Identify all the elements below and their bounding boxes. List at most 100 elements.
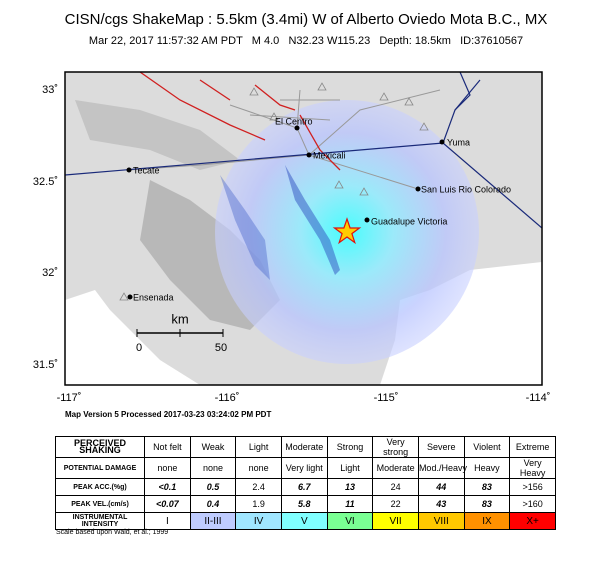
- lon-label: -114˚: [526, 392, 551, 404]
- city-dot: [439, 139, 445, 145]
- legend-row: PEAK ACC.(%g) <0.1 0.5 2.4 6.7 13 24 44 83 >156: [55, 478, 556, 496]
- city-label: Mexicali: [313, 150, 346, 160]
- legend-cell: I: [144, 512, 191, 530]
- lat-label: 33˚: [42, 84, 58, 96]
- legend-cell: II-III: [189, 512, 237, 530]
- epicenter: [332, 217, 362, 245]
- legend-cell: >156: [509, 478, 556, 496]
- row-label: INSTRUMENTAL INTENSITY: [55, 512, 145, 530]
- map-frame: [64, 71, 543, 386]
- legend-cell: X+: [509, 512, 556, 530]
- terrain: [75, 100, 240, 170]
- city-label: San Luis Rio Colorado: [421, 184, 511, 194]
- legend-cell: none: [189, 457, 237, 479]
- city-label: El Centro: [275, 116, 313, 126]
- legend-cell: 43: [417, 495, 465, 513]
- legend-row: PEAK VEL.(cm/s) <0.07 0.4 1.9 5.8 11 22 43 83 >16…: [55, 495, 556, 513]
- legend-cell: Heavy: [463, 457, 511, 479]
- legend-cell: Very Heavy: [509, 457, 556, 479]
- legend-cell: Not felt: [144, 436, 191, 458]
- city-dot: [294, 125, 300, 131]
- legend-cell: Light: [235, 436, 282, 458]
- pacific-ocean: [65, 290, 200, 385]
- legend-cell: VIII: [417, 512, 465, 530]
- row-label: POTENTIAL DAMAGE: [55, 457, 145, 479]
- map-version: Map Version 5 Processed 2017-03-23 03:24…: [65, 410, 271, 419]
- terrain: [285, 165, 340, 275]
- legend-cell: none: [144, 457, 191, 479]
- city-label: Ensenada: [133, 292, 174, 302]
- intensity-legend: PERCEIVED SHAKING Not felt Weak Light Modera…: [55, 436, 556, 530]
- legend-cell: 0.5: [189, 478, 237, 496]
- map-area: El Centro Mexicali Yuma Tecate San Luis …: [65, 72, 542, 385]
- city-label: Guadalupe Victoria: [371, 216, 447, 226]
- legend-cell: Mod./Heavy: [417, 457, 467, 479]
- lat-label: 32.5˚: [33, 176, 58, 188]
- legend-cell: 11: [326, 495, 374, 513]
- legend-cell: Weak: [189, 436, 237, 458]
- legend-cell: 22: [372, 495, 419, 513]
- legend-cell: none: [235, 457, 282, 479]
- scale-end: 50: [215, 342, 227, 354]
- scale-start: 0: [136, 342, 142, 354]
- city-label: Yuma: [447, 137, 470, 147]
- map-figure: CISN/cgs ShakeMap : 5.5km (3.4mi) W of A…: [33, 11, 551, 419]
- row-label: PERCEIVED SHAKING: [55, 436, 145, 458]
- city-dot: [127, 294, 133, 300]
- legend-cell: 0.4: [189, 495, 237, 513]
- legend-cell: VII: [372, 512, 419, 530]
- legend-row: PERCEIVED SHAKING Not felt Weak Light Modera…: [55, 436, 556, 458]
- faults: [139, 72, 341, 171]
- legend-cell: Severe: [417, 436, 465, 458]
- scale-bar: km 0 50: [136, 311, 227, 353]
- legend-cell: 24: [372, 478, 419, 496]
- places: El Centro Mexicali Yuma Tecate San Luis …: [126, 116, 511, 302]
- row-label: PEAK VEL.(cm/s): [55, 495, 145, 513]
- lat-labels: 33˚ 32.5˚ 32˚ 31.5˚: [33, 84, 58, 371]
- footnote: Scale based upon Wald, et al.; 1999: [56, 529, 169, 536]
- city-dot: [126, 167, 132, 173]
- legend-cell: Moderate: [372, 457, 419, 479]
- legend-cell: 2.4: [235, 478, 282, 496]
- row-label: PEAK ACC.(%g): [55, 478, 145, 496]
- legend-cell: Moderate: [280, 436, 328, 458]
- legend-cell: 6.7: [280, 478, 328, 496]
- legend-cell: 1.9: [235, 495, 282, 513]
- lon-label: -115˚: [374, 392, 399, 404]
- legend-cell: Extreme: [509, 436, 556, 458]
- legend-cell: Strong: [326, 436, 374, 458]
- city-dot: [306, 152, 312, 158]
- legend-cell: 83: [463, 495, 511, 513]
- subtitle: Mar 22, 2017 11:57:32 AM PDT M 4.0 N32.2…: [89, 35, 523, 47]
- legend-row: INSTRUMENTAL INTENSITY I II-III IV V VI VII VII…: [55, 512, 556, 530]
- lon-labels: -117˚ -116˚ -115˚ -114˚: [57, 392, 551, 404]
- terrain: [220, 175, 270, 280]
- legend-cell: Very light: [280, 457, 328, 479]
- legend-cell: Light: [326, 457, 374, 479]
- legend-cell: <0.1: [144, 478, 191, 496]
- city-label: Tecate: [133, 165, 160, 175]
- lat-label: 31.5˚: [33, 359, 58, 371]
- scale-unit: km: [171, 311, 188, 326]
- legend-cell: Very strong: [372, 436, 419, 458]
- legend-cell: >160: [509, 495, 556, 513]
- legend-cell: IV: [235, 512, 282, 530]
- legend-row: POTENTIAL DAMAGE none none none Very light Li…: [55, 457, 556, 479]
- legend-cell: V: [280, 512, 328, 530]
- legend-cell: 13: [326, 478, 374, 496]
- legend-cell: 83: [463, 478, 511, 496]
- legend-cell: <0.07: [144, 495, 191, 513]
- title: CISN/cgs ShakeMap : 5.5km (3.4mi) W of A…: [65, 11, 548, 28]
- lon-label: -116˚: [215, 392, 240, 404]
- legend-cell: IX: [463, 512, 511, 530]
- legend-cell: 44: [417, 478, 465, 496]
- legend-cell: Violent: [463, 436, 511, 458]
- stations: [119, 82, 429, 301]
- legend-cell: 5.8: [280, 495, 328, 513]
- lon-label: -117˚: [57, 392, 82, 404]
- city-dot: [415, 186, 421, 192]
- legend-cell: VI: [326, 512, 374, 530]
- lat-label: 32˚: [42, 267, 58, 279]
